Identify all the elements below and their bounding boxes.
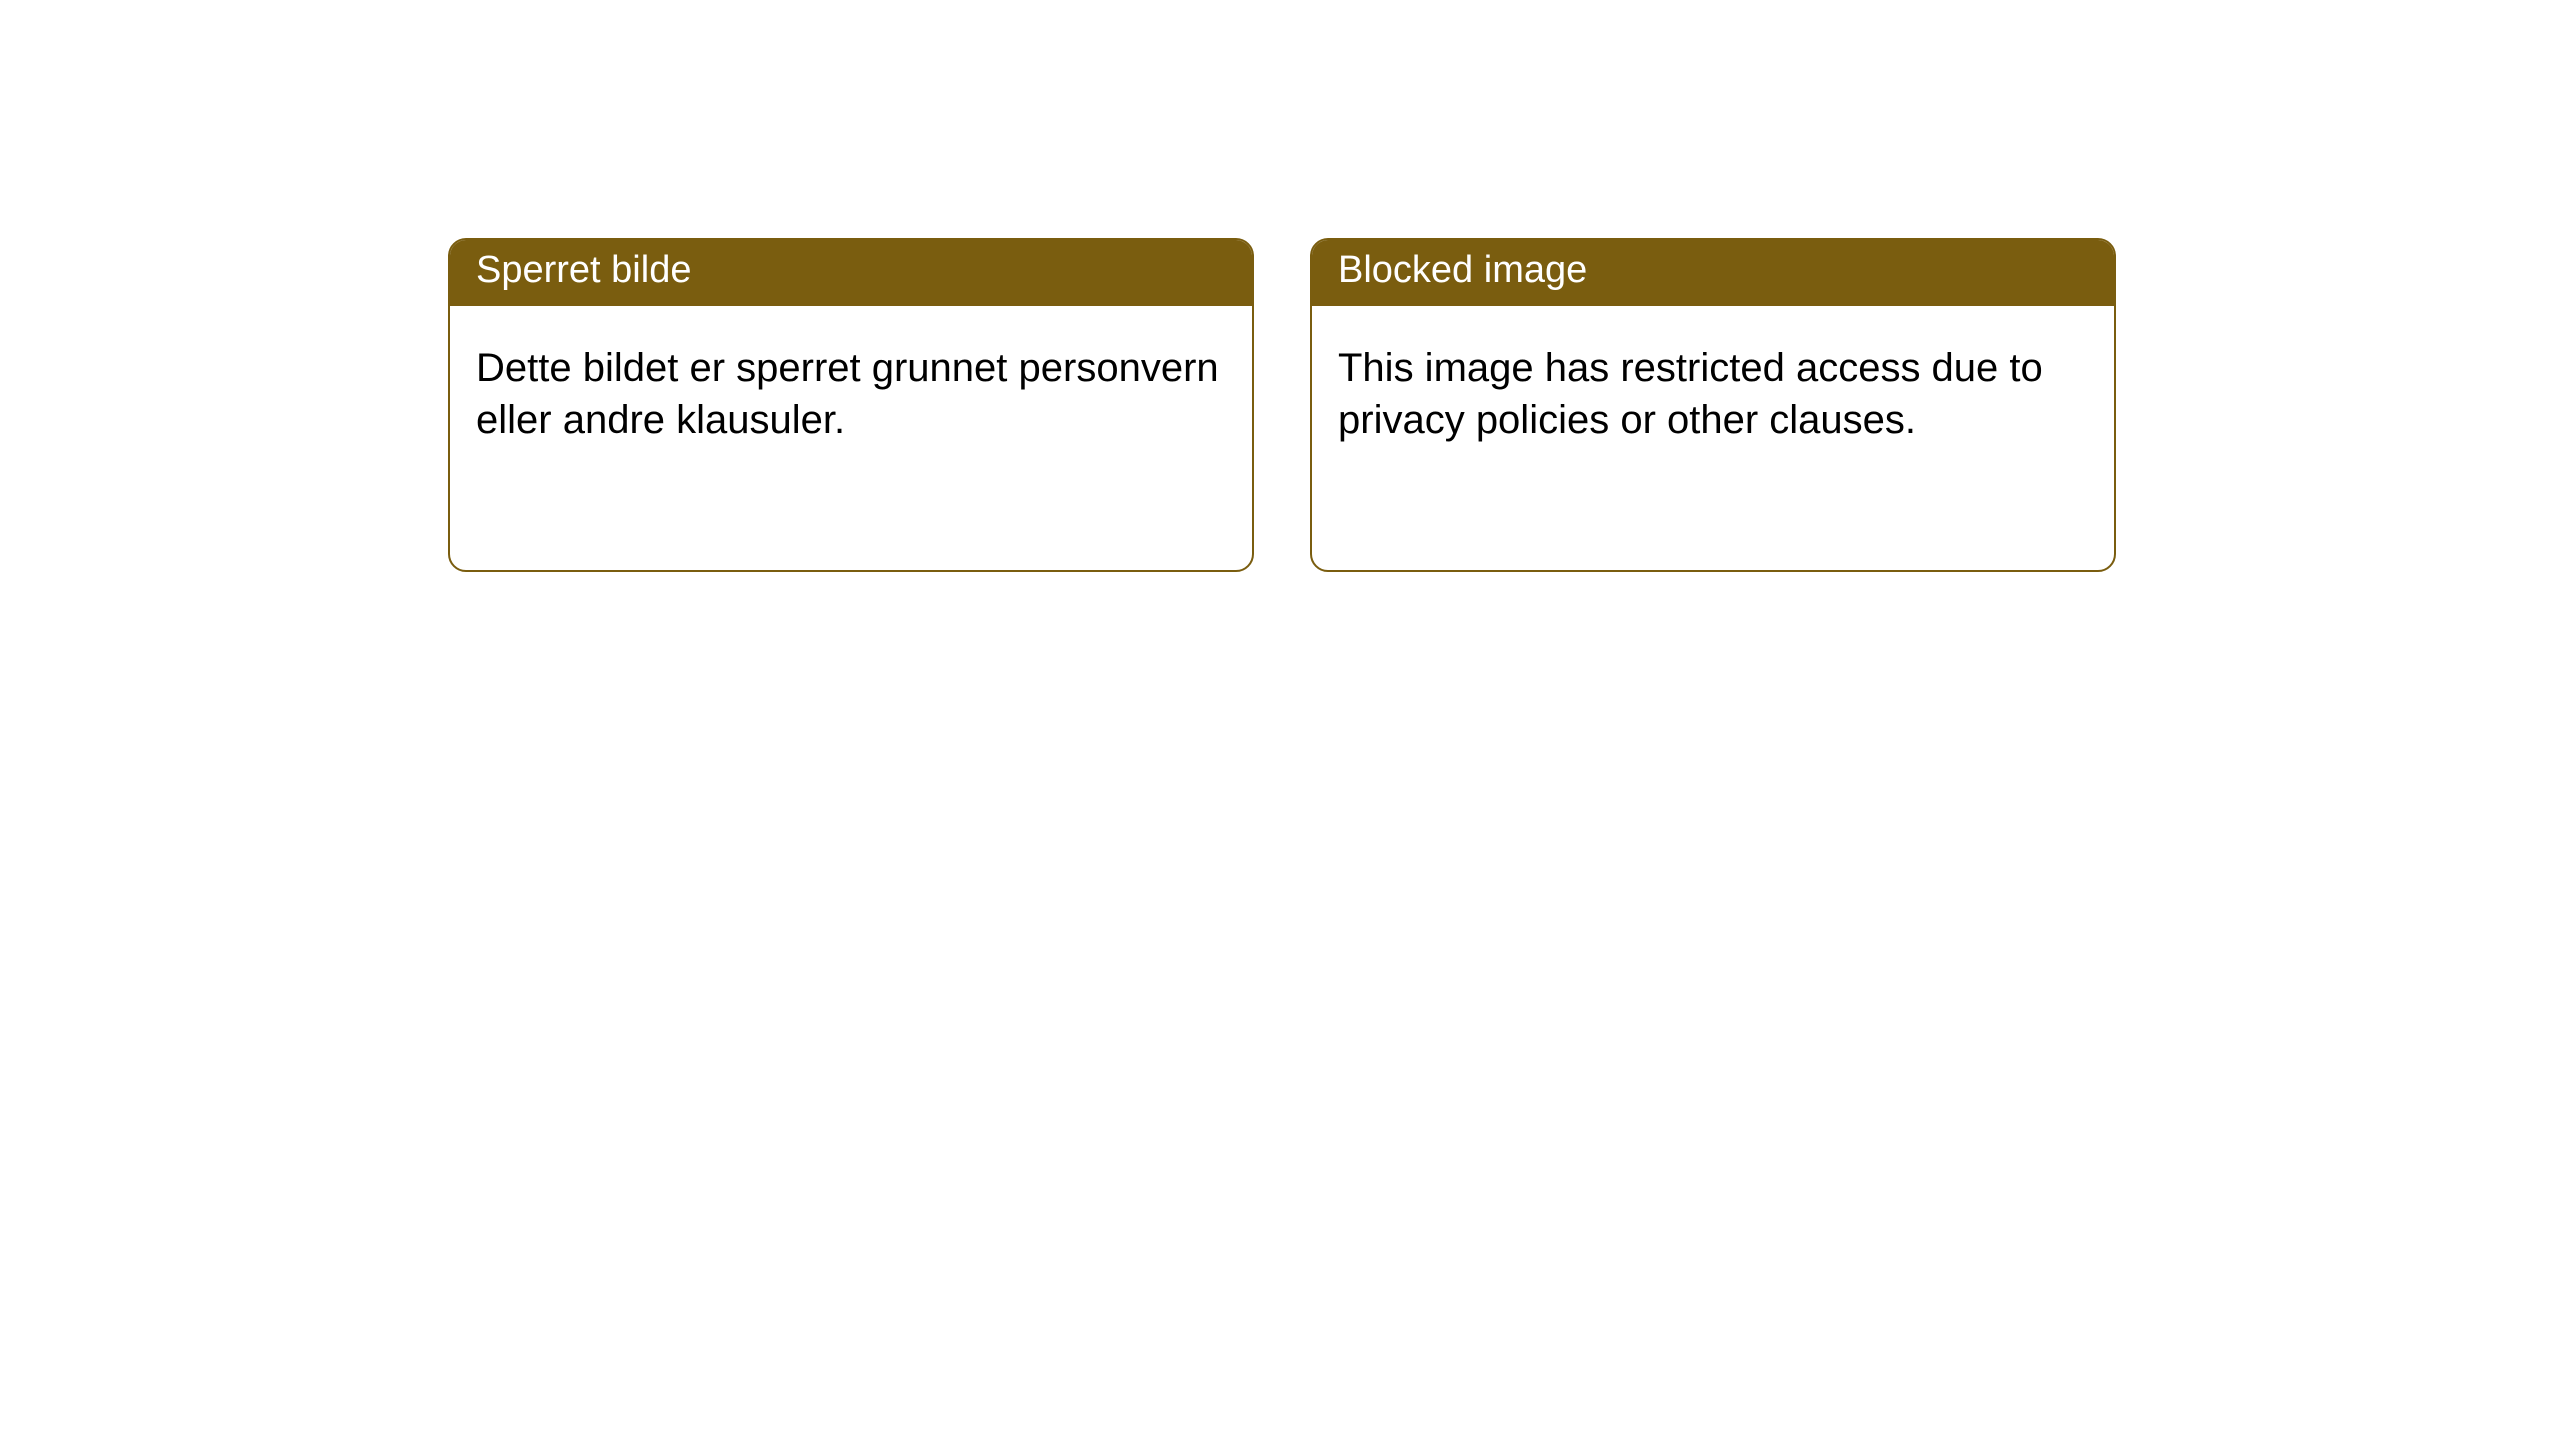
notice-container: Sperret bilde Dette bildet er sperret gr… — [0, 0, 2560, 572]
notice-box-english: Blocked image This image has restricted … — [1310, 238, 2116, 572]
notice-body: Dette bildet er sperret grunnet personve… — [450, 306, 1252, 472]
notice-body: This image has restricted access due to … — [1312, 306, 2114, 472]
notice-header: Blocked image — [1312, 240, 2114, 306]
notice-header: Sperret bilde — [450, 240, 1252, 306]
notice-box-norwegian: Sperret bilde Dette bildet er sperret gr… — [448, 238, 1254, 572]
